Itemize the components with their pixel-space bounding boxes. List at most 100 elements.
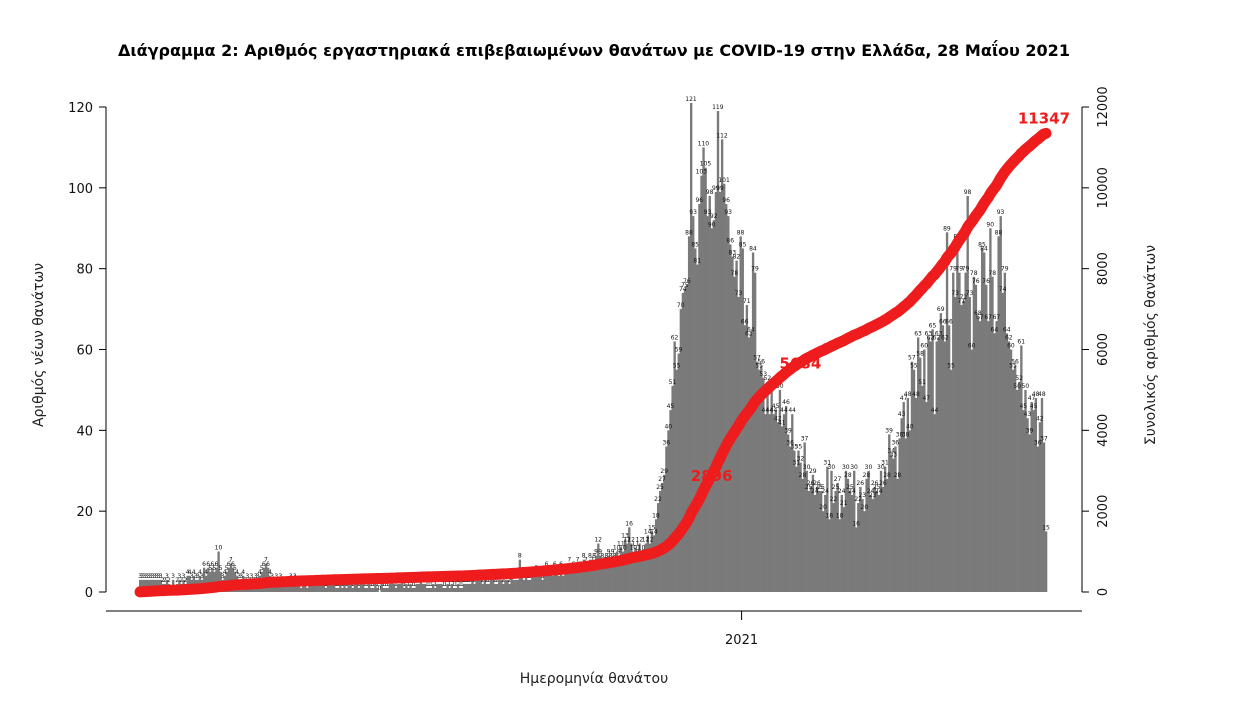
daily-deaths-bar: [462, 583, 466, 592]
bar-value-label: 1: [406, 581, 410, 588]
bar-value-label: 76: [982, 278, 990, 285]
bar-value-label: 24: [821, 488, 829, 495]
daily-deaths-bar: [834, 490, 837, 592]
daily-deaths-bar: [758, 369, 761, 592]
daily-deaths-bar: [925, 402, 928, 592]
daily-deaths-bar: [349, 583, 352, 592]
daily-deaths-bar: [671, 385, 674, 593]
daily-deaths-bar: [485, 583, 489, 592]
bar-value-label: 36: [662, 440, 670, 447]
daily-deaths-bar: [902, 402, 905, 592]
bar-value-label: 98: [964, 189, 972, 196]
daily-deaths-bar: [529, 579, 532, 593]
bar-value-label: 93: [724, 209, 732, 216]
left-axis-tick-label: 20: [76, 505, 93, 520]
daily-deaths-bar: [900, 418, 903, 592]
bar-value-label: 25: [873, 484, 881, 491]
daily-deaths-bar: [815, 486, 819, 592]
bar-value-label: 45: [667, 403, 675, 410]
daily-deaths-bar: [555, 571, 559, 592]
daily-deaths-bar: [826, 466, 829, 592]
daily-deaths-bar: [1003, 272, 1007, 592]
daily-deaths-bar: [667, 430, 670, 592]
daily-deaths-bar: [875, 490, 879, 592]
left-axis-tick-label: 120: [68, 101, 93, 116]
bar-value-label: 30: [828, 464, 836, 471]
bar-value-label: 3: [159, 573, 163, 580]
bar-value-label: 25: [832, 484, 840, 491]
daily-deaths-bar: [974, 284, 978, 592]
daily-deaths-bar: [898, 438, 901, 592]
daily-deaths-bar: [675, 369, 678, 592]
bar-value-label: 67: [976, 314, 984, 321]
bar-value-label: 35: [790, 444, 798, 451]
daily-deaths-bar: [549, 571, 553, 592]
bar-value-label: 3: [256, 573, 260, 580]
daily-deaths-bar: [995, 321, 998, 592]
daily-deaths-bar: [820, 490, 823, 592]
bar-value-label: 23: [858, 492, 866, 499]
bar-value-label: 75: [681, 282, 689, 289]
bar-value-label: 93: [997, 209, 1005, 216]
daily-deaths-bar: [743, 325, 747, 592]
daily-deaths-bar: [1040, 398, 1044, 592]
daily-deaths-bar: [411, 587, 414, 592]
bar-value-label: 67: [993, 314, 1001, 321]
bar-value-label: 9: [607, 549, 611, 556]
daily-deaths-bar: [502, 583, 505, 592]
daily-deaths-bar: [576, 563, 579, 592]
bar-value-label: 44: [788, 407, 796, 414]
daily-deaths-bar: [508, 583, 511, 592]
bar-value-label: 11: [617, 541, 625, 548]
bar-value-label: 110: [698, 140, 710, 147]
daily-deaths-bar: [838, 519, 841, 592]
bar-value-label: 5: [219, 565, 223, 572]
daily-deaths-bar: [768, 414, 771, 592]
bar-value-label: 74: [999, 286, 1007, 293]
daily-deaths-bar: [345, 587, 348, 592]
bar-value-label: 90: [708, 221, 716, 228]
daily-deaths-bar: [811, 474, 815, 592]
daily-deaths-bar: [731, 256, 734, 592]
bar-value-label: 84: [749, 246, 757, 253]
daily-deaths-bar: [304, 583, 307, 592]
daily-deaths-bar: [1024, 389, 1027, 592]
daily-deaths-bar: [632, 551, 635, 592]
bar-value-label: 79: [962, 266, 970, 273]
daily-deaths-bar: [217, 551, 220, 592]
x-axis-tick-label: 2021: [725, 633, 758, 648]
bar-value-label: 22: [854, 496, 862, 503]
bar-value-label: 1: [369, 581, 373, 588]
bar-value-label: 66: [939, 318, 947, 325]
daily-deaths-bar: [407, 587, 410, 592]
daily-deaths-bar: [687, 236, 691, 592]
bar-value-label: 63: [925, 330, 933, 337]
bar-value-label: 3: [274, 573, 278, 580]
daily-deaths-bar: [588, 559, 592, 592]
bar-value-label: 7: [264, 557, 268, 564]
daily-deaths-bar: [877, 495, 881, 592]
daily-deaths-bar: [512, 579, 515, 593]
cumulative-deaths-line: [134, 127, 1052, 598]
bar-value-label: 9: [594, 549, 598, 556]
bar-value-label: 38: [896, 431, 904, 438]
daily-deaths-bar: [937, 337, 940, 593]
daily-deaths-bar: [916, 337, 920, 593]
bar-value-label: 3: [237, 573, 241, 580]
bar-value-label: 8: [604, 553, 608, 560]
bar-value-label: 2: [487, 577, 491, 584]
bar-value-label: 101: [718, 177, 730, 184]
daily-deaths-bar: [601, 559, 604, 592]
daily-deaths-bar: [376, 587, 379, 592]
right-axis-tick-label: 6000: [1096, 333, 1111, 366]
daily-deaths-bar: [921, 385, 924, 593]
bar-value-label: 24: [875, 488, 883, 495]
bar-value-label: 1: [402, 581, 406, 588]
daily-deaths-bar: [694, 248, 697, 592]
daily-deaths-bar: [650, 531, 654, 593]
bar-value-label: 51: [918, 379, 926, 386]
bar-value-label: 28: [863, 472, 871, 479]
bar-value-label: 1: [454, 581, 458, 588]
daily-deaths-bar: [626, 543, 629, 592]
daily-deaths-bar: [786, 434, 790, 593]
